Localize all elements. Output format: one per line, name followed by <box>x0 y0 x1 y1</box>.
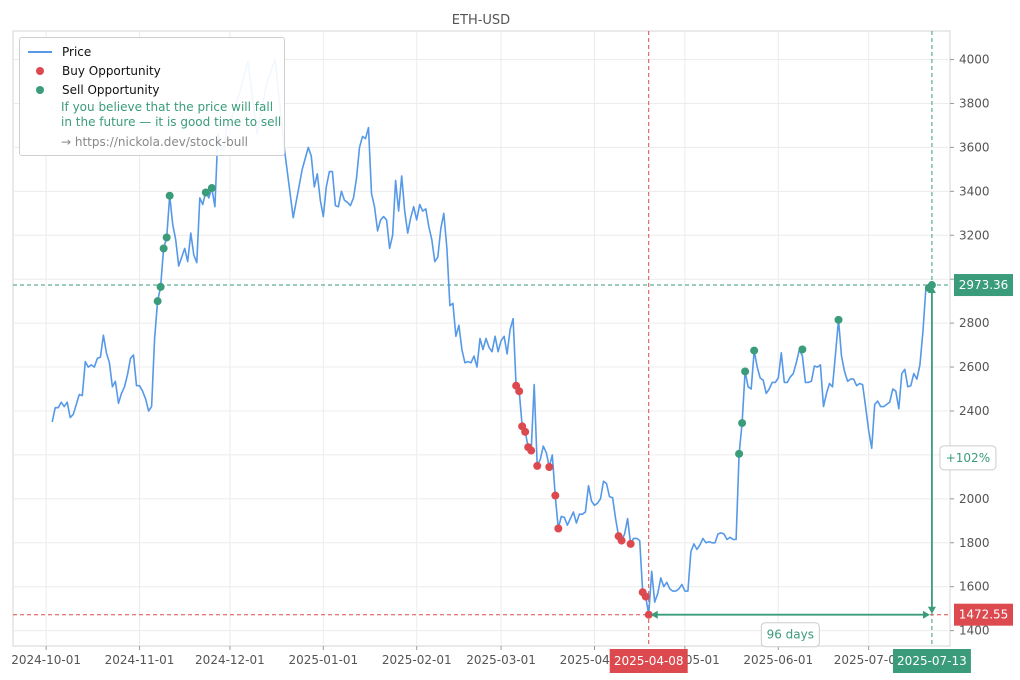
y-tick-label: 2600 <box>959 360 990 374</box>
buy-marker <box>641 592 650 601</box>
x-tick-label: 2025-02-01 <box>382 653 452 667</box>
change-arrowhead-bottom <box>927 606 936 614</box>
legend-label-sell: Sell Opportunity <box>62 83 160 97</box>
high-date-tag <box>892 649 971 673</box>
duration-arrowhead-left <box>650 610 658 619</box>
legend-item-price: Price <box>20 43 91 61</box>
sell-marker <box>153 297 162 306</box>
x-tick-label: 2024-11-01 <box>105 653 175 667</box>
legend: Price Buy Opportunity Sell Opportunity I… <box>19 37 285 156</box>
y-tick-label: 1400 <box>959 624 990 638</box>
y-tick-label: 2800 <box>959 316 990 330</box>
x-axis: 2024-10-01 2024-11-01 2024-12-01 2025-01-01… <box>11 646 904 667</box>
legend-item-sell: Sell Opportunity <box>20 81 160 99</box>
sell-marker <box>798 345 807 354</box>
low-date-label: 2025-04-08 <box>614 654 684 668</box>
buy-marker <box>545 462 554 471</box>
x-tick-label: 2025-01-01 <box>288 653 358 667</box>
high-value-label: 2973.36 <box>959 278 1009 292</box>
sell-marker <box>834 315 843 324</box>
buy-marker <box>551 491 560 500</box>
sell-marker <box>207 184 216 193</box>
sell-marker <box>750 346 759 355</box>
sell-marker <box>159 244 168 253</box>
buy-marker <box>515 387 524 396</box>
buy-marker <box>533 461 542 470</box>
buy-marker <box>521 427 530 436</box>
change-arrowhead-top <box>927 286 936 294</box>
legend-dot-buy <box>36 67 44 75</box>
legend-link[interactable]: → https://nickola.dev/stock-bull <box>61 135 248 149</box>
sell-marker <box>738 419 747 428</box>
grid <box>13 31 950 646</box>
x-tick-label: 2025-03-01 <box>466 653 536 667</box>
y-tick-label: 3200 <box>959 228 990 242</box>
legend-note-line-1: If you believe that the price will fall <box>61 100 274 114</box>
legend-label-price: Price <box>62 45 92 59</box>
legend-note-line-2: in the future — it is good time to sell <box>61 115 282 129</box>
y-tick-label: 3800 <box>959 96 990 110</box>
buy-marker <box>626 539 635 548</box>
high-date-label: 2025-07-13 <box>897 654 967 668</box>
legend-note: If you believe that the price will fall … <box>61 100 281 130</box>
percent-change-box <box>939 445 997 471</box>
low-value-label: 1472.55 <box>959 608 1009 622</box>
x-tick-label: 2024-10-01 <box>11 653 81 667</box>
sell-marker <box>165 191 174 200</box>
y-axis: 1400160018002000220024002600280030003200… <box>950 53 990 638</box>
x-tick-label: 2024-12-01 <box>195 653 265 667</box>
low-date-tag <box>609 649 688 673</box>
y-tick-label: 2400 <box>959 404 990 418</box>
legend-dot-sell <box>36 86 44 94</box>
y-tick-label: 4000 <box>959 53 990 67</box>
chart-title: ETH-USD <box>452 13 510 28</box>
legend-label-buy: Buy Opportunity <box>62 64 161 78</box>
y-tick-label: 1800 <box>959 536 990 550</box>
y-tick-label: 2000 <box>959 492 990 506</box>
low-value-tag <box>954 603 1013 626</box>
legend-item-buy: Buy Opportunity <box>20 62 161 80</box>
plot-frame <box>12 30 951 647</box>
y-tick-label: 3600 <box>959 140 990 154</box>
sell-marker <box>201 188 210 197</box>
buy-marker <box>644 610 653 619</box>
duration-arrowhead-right <box>922 610 930 619</box>
sell-markers <box>153 184 936 458</box>
duration-label: 96 days <box>767 628 814 642</box>
x-tick-label: 2025-07-01 <box>834 653 904 667</box>
sell-marker <box>735 449 744 458</box>
sell-marker <box>156 282 165 291</box>
buy-marker <box>527 446 536 455</box>
sell-marker <box>741 367 750 376</box>
duration-box <box>760 622 820 648</box>
y-tick-label: 3400 <box>959 184 990 198</box>
legend-line-swatch <box>28 51 52 53</box>
percent-change-label: +102% <box>946 451 990 465</box>
y-tick-label: 1600 <box>959 580 990 594</box>
buy-marker <box>554 524 563 533</box>
annotations: +102% 96 days 2973.36 1472.55 2025-04-08 2025… <box>609 274 1013 673</box>
buy-markers <box>512 381 653 619</box>
high-value-tag <box>954 274 1013 297</box>
sell-marker <box>162 233 171 242</box>
x-tick-label: 2025-06-01 <box>743 653 813 667</box>
sell-marker <box>927 281 936 290</box>
buy-marker <box>617 536 626 545</box>
